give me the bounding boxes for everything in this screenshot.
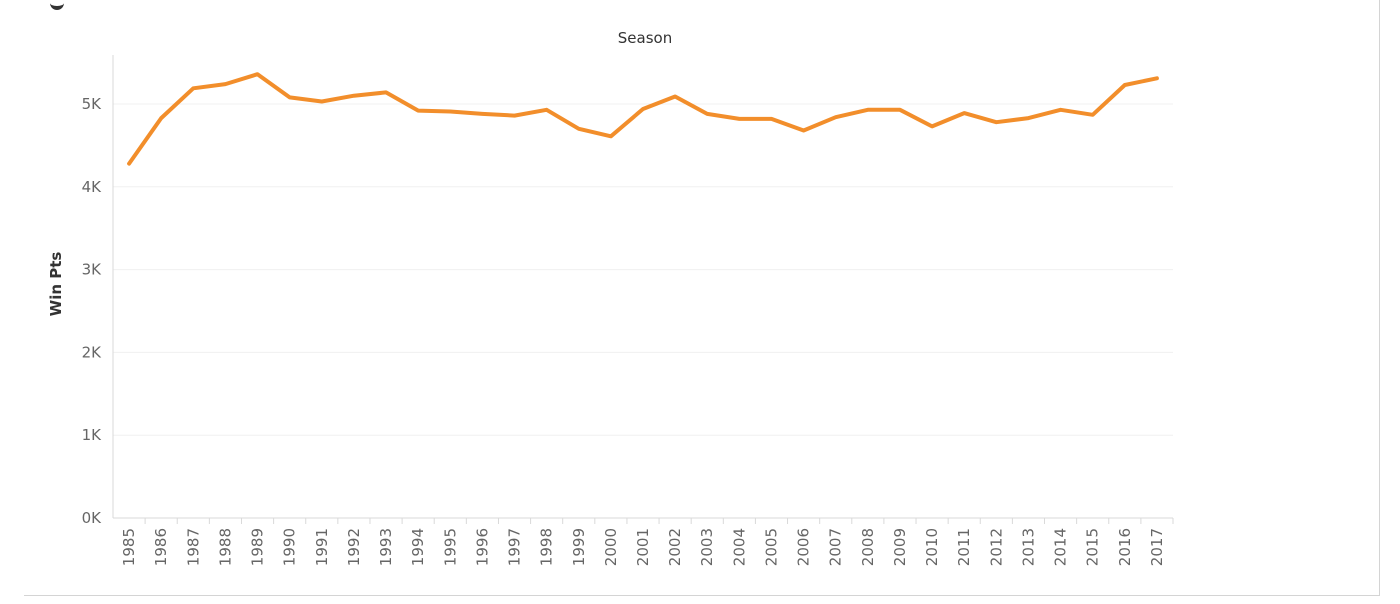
x-tick-label: 2003 xyxy=(698,528,716,566)
series-line xyxy=(127,72,1159,166)
x-tick-label: 2012 xyxy=(987,528,1005,566)
x-tick-label: 1995 xyxy=(441,528,459,566)
x-tick-label: 1993 xyxy=(377,528,395,566)
x-tick-label: 2008 xyxy=(859,528,877,566)
x-tick-label: 1991 xyxy=(313,528,331,566)
x-tick-label: 2000 xyxy=(602,528,620,566)
x-tick-label: 2004 xyxy=(730,528,748,566)
season-header: Season xyxy=(618,29,672,47)
x-tick-label: 2017 xyxy=(1148,528,1166,566)
x-tick-label: 1997 xyxy=(506,528,524,566)
x-tick-label: 2009 xyxy=(891,528,909,566)
y-axis-title: Win Pts xyxy=(47,252,65,317)
y-tick-label: 2K xyxy=(82,343,103,361)
axes xyxy=(112,55,1174,524)
x-tick-label: 2005 xyxy=(762,528,780,566)
x-tick-label: 1998 xyxy=(538,528,556,566)
series-lines xyxy=(127,72,1159,166)
title-fragment xyxy=(50,0,64,10)
y-tick-label: 3K xyxy=(82,261,103,279)
x-tick-label: 1996 xyxy=(473,528,491,566)
y-tick-label: 0K xyxy=(82,509,103,527)
x-tick-label: 1986 xyxy=(152,528,170,566)
x-tick-label: 2016 xyxy=(1116,528,1134,566)
x-tick-label: 2001 xyxy=(634,528,652,566)
x-tick-label: 2006 xyxy=(795,528,813,566)
x-tick-label: 1992 xyxy=(345,528,363,566)
y-tick-labels: 0K 1K 2K 3K 4K 5K xyxy=(82,95,103,527)
x-tick-label: 1999 xyxy=(570,528,588,566)
x-tick-label: 2014 xyxy=(1052,528,1070,566)
x-tick-label: 1989 xyxy=(249,528,267,566)
x-tick-label: 2007 xyxy=(827,528,845,566)
x-tick-label: 2011 xyxy=(955,528,973,566)
y-tick-label: 1K xyxy=(82,426,103,444)
x-tick-labels: 1985 1986 1987 1988 1989 1990 1991 1992 1993 1994… xyxy=(120,528,1166,566)
y-tick-label: 4K xyxy=(82,178,103,196)
x-tick-label: 1987 xyxy=(184,528,202,566)
x-tick-label: 1994 xyxy=(409,528,427,566)
x-tick-label: 2015 xyxy=(1084,528,1102,566)
x-tick-label: 1988 xyxy=(216,528,234,566)
x-tick-label: 2013 xyxy=(1019,528,1037,566)
x-tick-label: 2010 xyxy=(923,528,941,566)
x-tick-label: 1985 xyxy=(120,528,138,566)
gridlines xyxy=(113,103,1173,436)
y-tick-label: 5K xyxy=(82,95,103,113)
x-tick-label: 1990 xyxy=(281,528,299,566)
x-tick-label: 2002 xyxy=(666,528,684,566)
view-frame xyxy=(24,0,1380,596)
